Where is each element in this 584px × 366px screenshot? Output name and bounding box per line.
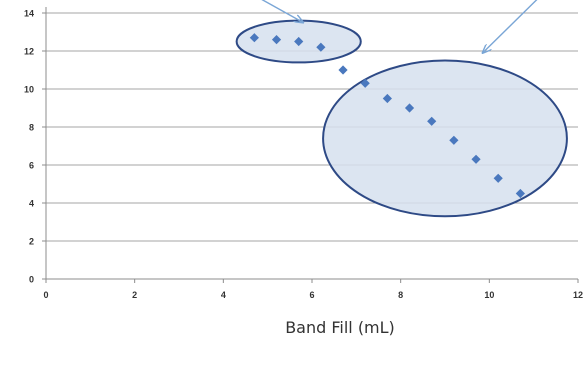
x-tick-label-8: 8 <box>398 290 403 300</box>
y-tick-label-4: 4 <box>29 199 34 209</box>
x-tick-label-0: 0 <box>43 290 48 300</box>
data-point-3 <box>294 36 304 47</box>
data-point-9 <box>427 116 437 126</box>
x-tick-label-10: 10 <box>484 290 494 300</box>
y-tick-label-8: 8 <box>29 123 34 133</box>
data-point-12 <box>493 173 503 183</box>
x-tick-label-4: 4 <box>221 290 226 300</box>
highlight-ellipse-2 <box>322 59 568 218</box>
data-point-13 <box>515 188 525 199</box>
y-tick-label-12: 12 <box>24 47 34 57</box>
axes <box>42 7 579 283</box>
x-tick-label-12: 12 <box>573 290 583 300</box>
y-tick-label-2: 2 <box>29 237 34 247</box>
y-tick-label-10: 10 <box>24 85 34 95</box>
data-point-10 <box>449 135 459 145</box>
x-tick-label-6: 6 <box>309 290 314 300</box>
tick-labels: 0 2 4 6 8 10 12 14 0 2 4 6 8 10 12 <box>24 9 583 301</box>
x-axis-title: Band Fill (mL) <box>285 318 395 337</box>
annotation-arrow-1 <box>261 0 303 23</box>
x-tick-label-2: 2 <box>132 290 137 300</box>
data-point-1 <box>249 33 259 43</box>
data-point-8 <box>404 103 415 113</box>
data-point-2 <box>271 35 282 45</box>
data-point-5 <box>338 65 348 75</box>
annotation-arrow-2 <box>483 0 538 53</box>
y-tick-label-6: 6 <box>29 161 34 171</box>
y-tick-label-0: 0 <box>29 275 34 285</box>
data-point-4 <box>316 42 326 52</box>
annotation-layer <box>235 0 568 218</box>
data-point-7 <box>382 93 392 104</box>
data-point-11 <box>471 154 481 164</box>
data-point-6 <box>360 78 370 88</box>
data-points <box>249 33 525 199</box>
y-tick-label-14: 14 <box>24 9 34 19</box>
gridlines <box>46 12 578 280</box>
